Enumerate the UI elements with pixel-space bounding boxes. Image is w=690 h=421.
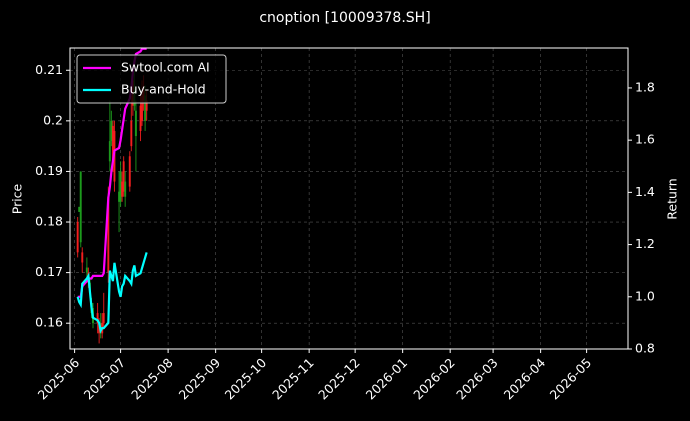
candle-body	[85, 267, 88, 273]
candle-body	[81, 252, 84, 263]
legend-label: Swtool.com AI	[121, 60, 210, 75]
candle-body	[111, 125, 114, 162]
x-tick-label: 2026-03	[453, 355, 501, 403]
y2-tick-label: 1.8	[635, 79, 655, 94]
x-tick-label: 2025-09	[176, 355, 224, 403]
y-tick-label: 0.19	[35, 163, 63, 178]
y-tick-label: 0.2	[43, 112, 63, 127]
y-tick-label: 0.16	[35, 315, 63, 330]
y-tick-label: 0.17	[35, 264, 63, 279]
candle-body	[79, 171, 82, 243]
candle-body	[141, 95, 144, 121]
y-axis-label: Price	[10, 183, 25, 214]
candle-body	[110, 120, 113, 142]
y2-tick-label: 1.2	[635, 236, 655, 251]
candle-body	[119, 171, 122, 202]
candle-body	[134, 110, 137, 137]
x-tick-label: 2025-11	[269, 355, 317, 403]
y2-tick-label: 0.8	[635, 341, 655, 356]
plot-frame	[69, 47, 629, 350]
y-tick-label: 0.21	[35, 62, 63, 77]
candle-body	[102, 313, 105, 324]
y-tick-label: 0.18	[35, 214, 63, 229]
y2-tick-label: 1.6	[635, 132, 655, 147]
candle-body	[96, 313, 99, 324]
candle-body	[144, 95, 147, 121]
x-tick-label: 2026-05	[547, 355, 595, 403]
x-tick-label: 2026-01	[363, 355, 411, 403]
x-tick-label: 2025-12	[315, 355, 363, 403]
x-tick-label: 2026-02	[410, 355, 458, 403]
chart-title: cnoption [10009378.SH]	[259, 10, 430, 26]
candle-body	[139, 105, 142, 131]
candle-body	[78, 206, 81, 212]
candle-body	[128, 156, 131, 187]
candle-body	[118, 191, 121, 202]
candle-body	[145, 100, 148, 111]
x-tick-label: 2025-08	[128, 355, 176, 403]
line-series	[76, 252, 148, 334]
candle-body	[124, 181, 127, 197]
candle-body	[130, 120, 133, 147]
y2-tick-label: 1.0	[635, 288, 655, 303]
legend-label: Buy-and-Hold	[121, 82, 206, 97]
candle-body	[108, 141, 111, 162]
candle-body	[121, 181, 124, 197]
legend-box	[76, 54, 227, 104]
candle-body	[107, 196, 110, 273]
x-tick-label: 2026-04	[501, 355, 549, 403]
x-tick-label: 2025-07	[81, 355, 129, 403]
y2-axis-label: Return	[665, 178, 680, 219]
x-tick-label: 2025-06	[35, 355, 83, 403]
y2-tick-label: 1.4	[635, 184, 655, 199]
candle-body	[122, 161, 125, 192]
x-tick-label: 2025-10	[222, 355, 270, 403]
candle-body	[76, 222, 79, 253]
